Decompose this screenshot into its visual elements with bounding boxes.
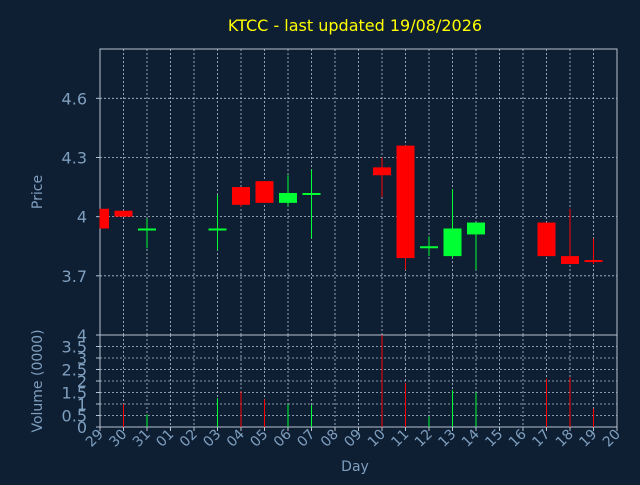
candle-31 <box>138 218 156 249</box>
x-tick-label: 02 <box>177 427 201 451</box>
candle-body <box>302 192 321 195</box>
candle-body <box>114 210 133 217</box>
volume-tick-label: 4 <box>77 326 87 345</box>
candle-18 <box>561 208 579 264</box>
volume-tick-label: 0.5 <box>62 407 87 426</box>
candle-12 <box>420 236 438 257</box>
x-tick-label: 07 <box>294 427 318 451</box>
candle-10 <box>373 157 391 197</box>
x-tick-label: 18 <box>553 427 577 451</box>
x-tick-label: 11 <box>388 427 412 451</box>
candle-04 <box>232 187 250 207</box>
candle-29 <box>99 208 109 229</box>
x-tick-label: 17 <box>529 427 553 451</box>
candle-30 <box>114 210 133 217</box>
x-tick-label: 04 <box>224 426 248 450</box>
candle-body <box>279 192 297 203</box>
candle-body <box>208 228 227 231</box>
price-tick-label: 4.3 <box>62 148 87 167</box>
price-panel: 3.7 4 4.3 4.6 <box>62 48 618 336</box>
candle-07 <box>302 169 321 239</box>
candle-body <box>255 181 274 203</box>
candle-14 <box>467 222 485 270</box>
price-frame <box>99 48 618 336</box>
x-tick-label: 09 <box>341 427 365 451</box>
candle-body <box>420 246 438 249</box>
candle-06 <box>279 175 297 207</box>
volume-tick-label: 3.5 <box>62 338 87 357</box>
candle-17 <box>537 222 556 257</box>
price-axis-label: Price <box>30 175 46 209</box>
candle-body <box>138 228 156 231</box>
price-tick-label: 3.7 <box>62 267 87 286</box>
candle-body <box>584 260 603 263</box>
volume-axis-label: Volume (0000) <box>30 329 46 432</box>
candle-19 <box>584 238 603 264</box>
x-tick-label: 13 <box>435 427 459 451</box>
candle-body <box>467 222 485 235</box>
price-tick-label: 4 <box>77 208 87 227</box>
candle-body <box>561 256 579 264</box>
x-axis-label: Day <box>341 459 369 475</box>
x-tick-label: 05 <box>247 427 271 451</box>
candle-body <box>100 208 109 229</box>
volume-frame <box>99 334 618 428</box>
volume-tick-label: 2 <box>77 372 87 391</box>
x-tick-label: 06 <box>271 426 295 450</box>
x-tick-label: 15 <box>482 427 506 451</box>
candle-11 <box>396 145 415 270</box>
volume-tick-label: 0 <box>77 418 87 437</box>
candle-body <box>443 228 462 257</box>
candle-body <box>232 187 250 205</box>
x-tick-label: 16 <box>506 426 530 450</box>
x-tick-label: 12 <box>412 427 436 451</box>
x-tick-label: 20 <box>600 427 624 451</box>
x-tick-label: 31 <box>130 427 154 451</box>
volume-tick-label: 3 <box>77 349 87 368</box>
volume-tick-label: 2.5 <box>62 361 87 380</box>
x-tick-label: 10 <box>365 427 389 451</box>
price-tick-label: 4.6 <box>62 89 87 108</box>
x-tick-label: 03 <box>200 427 224 451</box>
volume-panel: 29 30 31 01 02 03 04 05 06 07 08 09 10 11 12 13 14 15 16 17… <box>62 326 624 450</box>
x-tick-label: 30 <box>106 427 130 451</box>
x-tick-label: 08 <box>318 427 342 451</box>
candle-13 <box>443 189 462 259</box>
chart-title: KTCC - last updated 19/08/2026 <box>228 16 482 35</box>
volume-tick-label: 1 <box>77 395 87 414</box>
candle-body <box>537 222 556 257</box>
x-tick-label: 14 <box>459 426 483 450</box>
candle-05 <box>255 181 274 203</box>
x-tick-label: 19 <box>576 427 600 451</box>
candle-body <box>373 167 391 176</box>
candle-03 <box>208 194 227 251</box>
candle-body <box>396 145 415 259</box>
volume-tick-label: 1.5 <box>62 384 87 403</box>
x-tick-label: 01 <box>153 427 177 451</box>
